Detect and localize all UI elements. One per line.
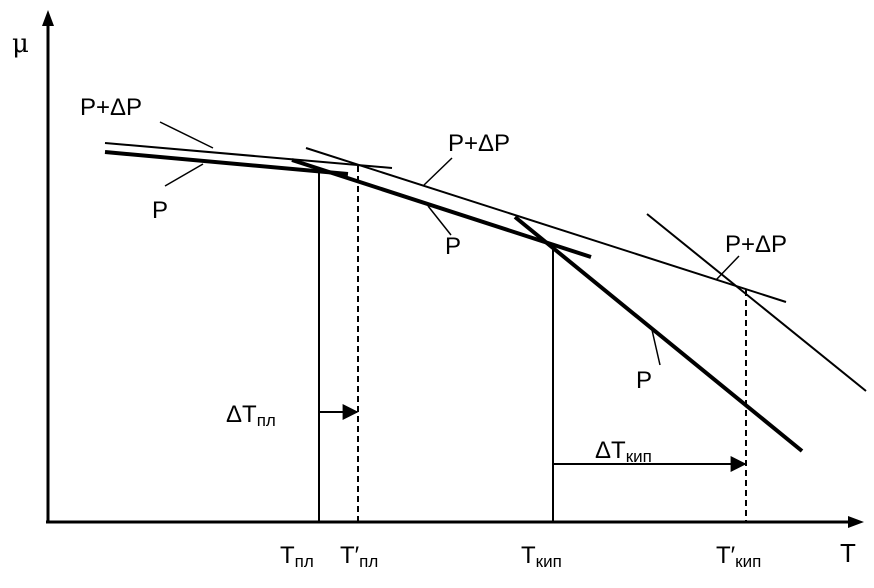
- y-axis-label: μ: [12, 29, 29, 59]
- tick-t-kip: Tкип: [521, 542, 562, 571]
- tick-t-pl-sub: пл: [295, 552, 314, 571]
- tick-t-kip-prime: T′кип: [716, 542, 761, 571]
- tick-t-kip-prime-sub: кип: [735, 552, 761, 571]
- leader-liquid-p: [427, 205, 452, 236]
- x-axis-label: T: [840, 538, 856, 568]
- label-liquid-p-plus: P+ΔP: [448, 130, 510, 157]
- tick-t-kip-sub: кип: [536, 552, 562, 571]
- tick-t-pl-prime-main: T′: [340, 542, 360, 569]
- leader-liquid-p-plus: [423, 157, 453, 186]
- solid-line-p-plus: [104, 142, 393, 169]
- tick-t-kip-prime-main: T′: [716, 542, 736, 569]
- label-gas-p-plus: P+ΔP: [725, 231, 787, 258]
- x-axis-arrow: [848, 516, 864, 528]
- leader-gas-p-plus: [715, 255, 740, 281]
- tick-t-pl-prime-sub: пл: [359, 552, 378, 571]
- gas-line-p-plus: [646, 213, 867, 392]
- delta-t-kip-sub: кип: [626, 447, 652, 466]
- leader-gas-p: [651, 329, 661, 366]
- delta-t-pl-main: ΔT: [226, 401, 257, 428]
- tick-t-pl-prime: T′пл: [340, 542, 378, 571]
- label-liquid-p: P: [445, 233, 461, 260]
- gas-line-p: [513, 215, 804, 453]
- leader-solid-p-plus: [159, 121, 214, 149]
- tick-t-pl-main: T: [280, 542, 295, 569]
- delta-t-kip-main: ΔT: [595, 437, 626, 464]
- solid-line-p: [104, 150, 349, 176]
- label-gas-p: P: [636, 367, 652, 394]
- tick-t-kip-main: T: [521, 542, 536, 569]
- label-solid-p-plus: P+ΔP: [80, 94, 142, 121]
- delta-t-pl-label: ΔTпл: [226, 401, 276, 430]
- delta-t-pl-sub: пл: [257, 411, 276, 430]
- liquid-line-p-plus: [305, 147, 787, 303]
- label-solid-p: P: [152, 197, 168, 224]
- leader-solid-p: [164, 163, 204, 187]
- tick-t-pl: Tпл: [280, 542, 314, 571]
- delta-t-kip-label: ΔTкип: [595, 437, 652, 466]
- y-axis-arrow: [42, 10, 54, 26]
